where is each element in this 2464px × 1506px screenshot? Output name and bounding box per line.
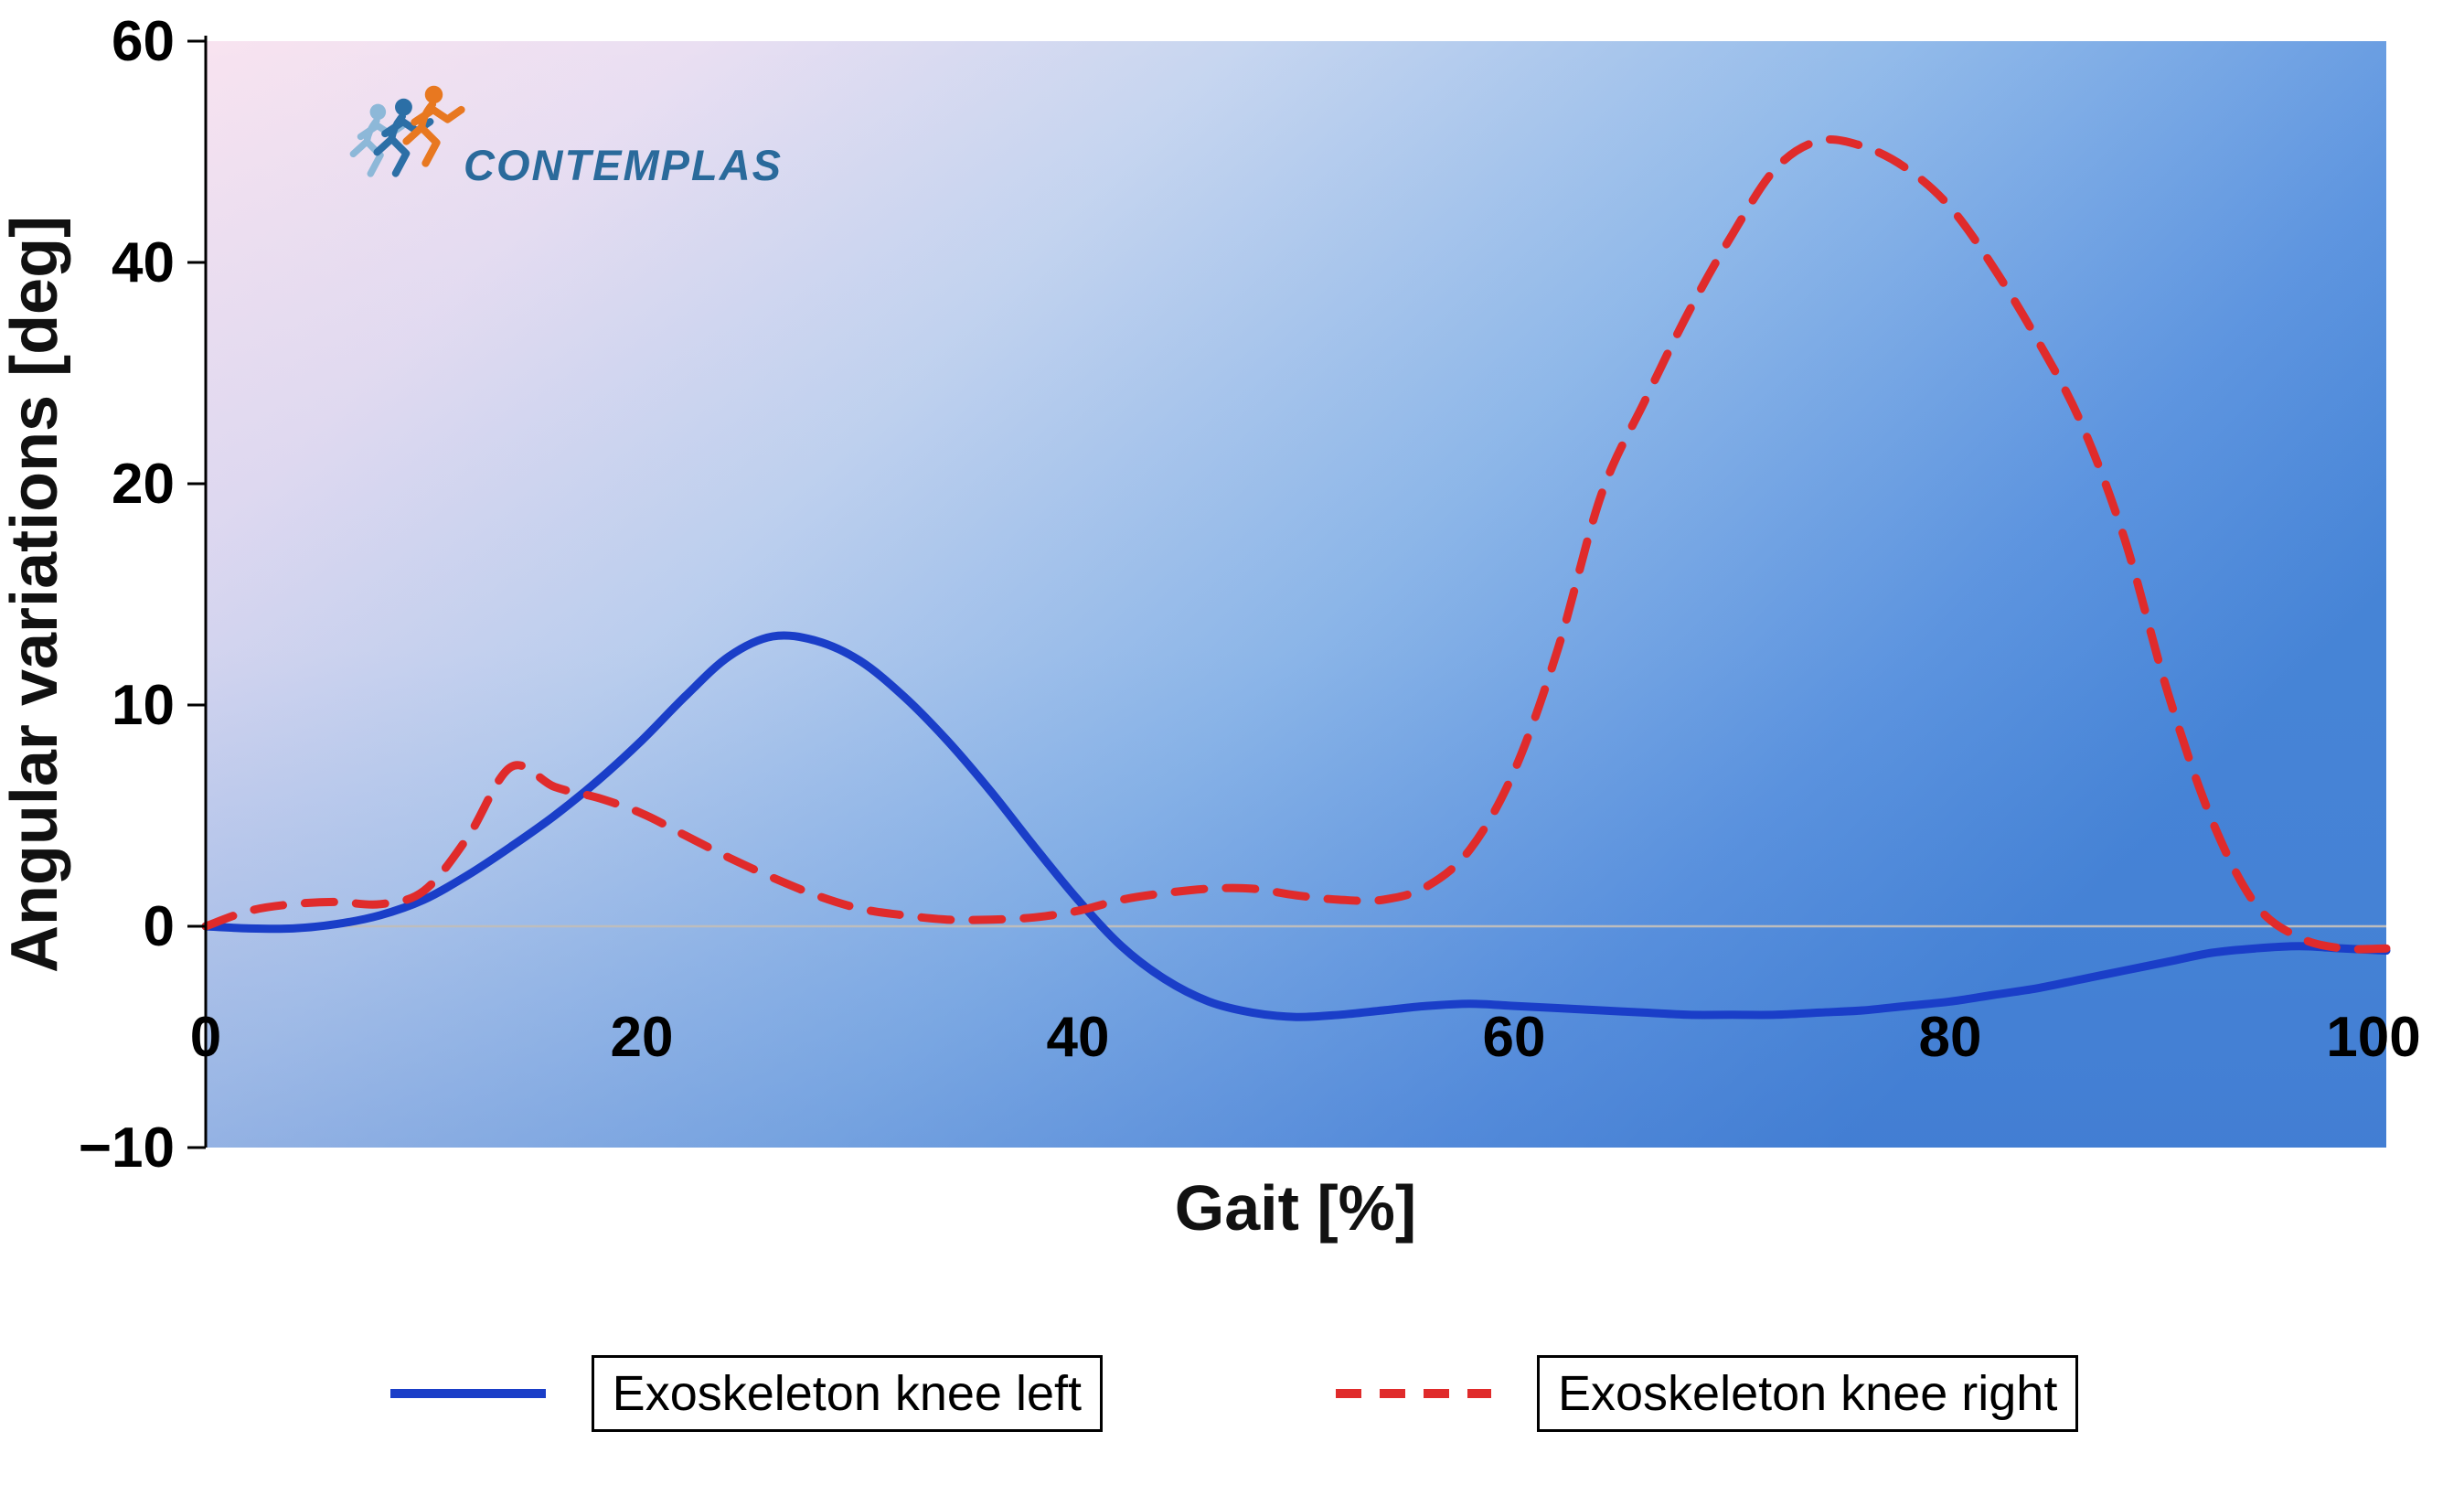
legend-item-knee-right: Exoskeleton knee right [1331, 1355, 2079, 1432]
series-lines [201, 134, 2391, 1021]
legend-solid-line-icon [389, 1389, 546, 1398]
svg-text:10: 10 [112, 674, 175, 737]
svg-text:80: 80 [1919, 1006, 1982, 1069]
x-axis-title: Gait [%] [1175, 1172, 1416, 1244]
plot-background-overlay [206, 41, 2386, 1148]
running-figures-icon [349, 85, 465, 177]
svg-text:40: 40 [112, 231, 175, 294]
logo-text: CONTEMPLAS [464, 141, 783, 189]
svg-text:0: 0 [190, 1006, 221, 1069]
y-axis-title: Angular variations [deg] [0, 216, 71, 973]
svg-text:40: 40 [1047, 1006, 1110, 1069]
svg-text:−10: −10 [79, 1116, 175, 1180]
svg-text:60: 60 [112, 10, 175, 73]
svg-text:20: 20 [112, 453, 175, 516]
svg-text:100: 100 [2326, 1006, 2420, 1069]
legend-label-knee-right: Exoskeleton knee right [1537, 1355, 2079, 1432]
legend-dashed-line-icon [1336, 1389, 1491, 1398]
svg-text:60: 60 [1483, 1006, 1546, 1069]
svg-text:20: 20 [611, 1006, 674, 1069]
svg-text:0: 0 [144, 895, 175, 958]
chart-legend: Exoskeleton knee left Exoskeleton knee r… [0, 1355, 2464, 1432]
contemplas-logo: CONTEMPLAS [349, 85, 783, 189]
legend-label-knee-left: Exoskeleton knee left [591, 1355, 1103, 1432]
legend-item-knee-left: Exoskeleton knee left [386, 1355, 1103, 1432]
